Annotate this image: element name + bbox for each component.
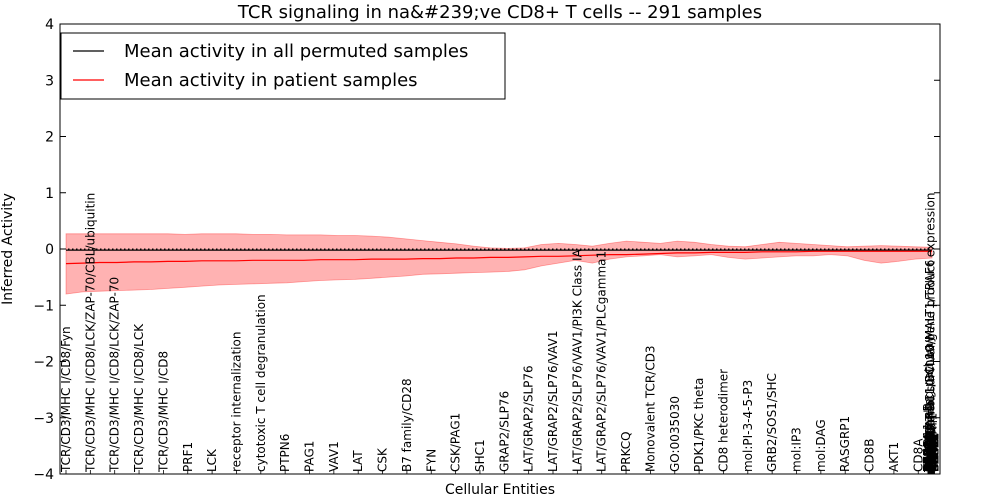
x-tick-label: TCR/CD3/MHC I/CD8/LCK/ZAP-70/CBL/ubiquit… bbox=[83, 193, 97, 473]
legend-label: Mean activity in patient samples bbox=[124, 70, 418, 91]
y-tick-label: −1 bbox=[33, 298, 54, 314]
x-tick-label: CSK bbox=[376, 447, 390, 472]
x-tick-label: PDPK1 bbox=[927, 433, 941, 472]
x-tick-label: GRB2/SOS1/SHC bbox=[765, 373, 779, 472]
x-tick-label: LAT bbox=[351, 450, 365, 472]
x-tick-label: VAV1 bbox=[327, 441, 341, 472]
x-tick-label: TCR/CD3/MHC I/CD8/LCK bbox=[132, 323, 146, 473]
x-tick-label: PDK1/CARD11/BCL10/MALT1/TRAF6 bbox=[923, 260, 937, 472]
x-tick-label: PRKCE bbox=[926, 433, 940, 472]
x-tick-label: PDK1/CARD11/BCL10/MALT1 bbox=[923, 302, 937, 472]
x-tick-label: LCK bbox=[205, 448, 219, 472]
x-tick-label: MALT1 bbox=[923, 433, 937, 472]
x-tick-label: IKK complex bbox=[924, 398, 938, 472]
x-tick-label: COT/AKT1 bbox=[926, 413, 940, 472]
y-tick-label: 3 bbox=[45, 73, 54, 89]
x-tick-label: RASGRP1 bbox=[838, 416, 852, 472]
plot-area: −4 −3 −2 −1 0 1 2 3 4 TCR/CD3/MHC I/CD8/Fyn TCR/CD… bbox=[33, 17, 941, 483]
x-tick-label: TCR/CD3/MHC I/CD8/Fyn bbox=[59, 326, 73, 473]
x-tick-label: PRKCA bbox=[921, 432, 935, 472]
x-tick-label: Monovalent TCR/CD3 bbox=[643, 345, 657, 472]
x-tick-label: LAT/GRAP2/SLP76 bbox=[522, 365, 536, 472]
x-tick-label: PRKCB bbox=[925, 433, 939, 472]
x-tick-label: receptor internalization bbox=[229, 332, 243, 472]
x-tick-label: regulation of survival gene product expr… bbox=[924, 193, 938, 472]
x-tick-label: CD3D bbox=[927, 438, 941, 473]
x-tick-label: mol:IP3 bbox=[790, 427, 804, 472]
y-tick-label: 4 bbox=[45, 17, 54, 33]
x-tick-label: MAP3K8 bbox=[925, 423, 939, 472]
x-tick-label: PRF1 bbox=[181, 442, 195, 472]
x-tick-label: mol:DAG bbox=[814, 419, 828, 472]
x-tick-label: BCL10 bbox=[927, 434, 941, 472]
confidence-band bbox=[65, 233, 933, 295]
legend: Mean activity in all permuted samples Mea… bbox=[60, 32, 506, 100]
x-tick-label: CD8 heterodimer bbox=[716, 369, 730, 472]
x-tick-label: CD8A bbox=[911, 438, 925, 472]
y-tick-label: −3 bbox=[33, 411, 54, 427]
x-tick-label: ZAP70 bbox=[922, 433, 936, 472]
x-tick-label: PAG1 bbox=[303, 441, 317, 472]
x-tick-label: PDK1/PKC theta bbox=[692, 378, 706, 472]
x-tick-label: FYN bbox=[424, 449, 438, 472]
y-tick-label: −2 bbox=[33, 355, 54, 371]
x-tick-label: NFKB1 bbox=[926, 432, 940, 472]
x-tick-label: cytotoxic T cell degranulation bbox=[254, 294, 268, 472]
x-tick-label: NF-kappa-B bbox=[921, 403, 935, 472]
x-tick-label: LAT/GRAP2/SLP76/VAV1/PLCgamma1 bbox=[595, 251, 609, 472]
y-tick-label: −4 bbox=[33, 467, 54, 483]
x-tick-label: PRKCQ bbox=[619, 431, 633, 472]
y-axis-label: Inferred Activity bbox=[0, 193, 16, 305]
x-tick-label: LAT/GRAP2/SLP76/VAV1 bbox=[546, 331, 560, 472]
x-tick-label: IKBKB bbox=[927, 436, 941, 472]
x-tick-label: PTPN6 bbox=[278, 434, 292, 472]
y-tick-label: 0 bbox=[45, 242, 54, 258]
y-tick-label: 1 bbox=[45, 186, 54, 202]
x-tick-label: TCR/CD3/MHC I/CD8 bbox=[156, 351, 170, 473]
x-tick-label: CD3E bbox=[925, 439, 939, 472]
x-tick-label: CHUK bbox=[925, 437, 939, 472]
x-tick-label: PTPRC bbox=[926, 434, 940, 472]
x-tick-label: GO:0035030 bbox=[668, 396, 682, 472]
x-tick-label: TCR signaling pathway bbox=[922, 335, 936, 473]
x-tick-label: TRAF6 bbox=[926, 434, 940, 473]
x-tick-label: LAT/GRAP2/SLP76/VAV1/PI3K Class IA bbox=[570, 248, 584, 472]
series-line-patient bbox=[65, 250, 932, 265]
y-tick-label: 2 bbox=[45, 130, 54, 146]
x-tick-label: CD3G bbox=[926, 437, 940, 472]
chart-title: TCR signaling in na&#239;ve CD8+ T cells… bbox=[237, 2, 762, 23]
x-tick-label: CD247 bbox=[924, 431, 938, 472]
legend-box bbox=[60, 32, 506, 100]
x-tick-label: AKT1 bbox=[887, 442, 901, 472]
x-tick-label: CARD11 bbox=[921, 423, 935, 472]
x-tick-label: TCR/CD3/MHC I/CD8/LCK/ZAP-70 bbox=[108, 277, 122, 473]
x-tick-label: RELA bbox=[922, 440, 936, 472]
x-tick-label: GRAP2/SLP76 bbox=[497, 391, 511, 472]
x-axis-label: Cellular Entities bbox=[445, 482, 555, 498]
legend-label: Mean activity in all permuted samples bbox=[124, 41, 468, 62]
x-tick-label: B7 family/CD28 bbox=[400, 378, 414, 472]
x-tick-label: mol:PI-3-4-5-P3 bbox=[741, 380, 755, 472]
x-tick-label: SHC1 bbox=[473, 439, 487, 472]
x-tick-label: CD8B bbox=[863, 439, 877, 473]
x-tick-label: CSK/PAG1 bbox=[449, 413, 463, 472]
